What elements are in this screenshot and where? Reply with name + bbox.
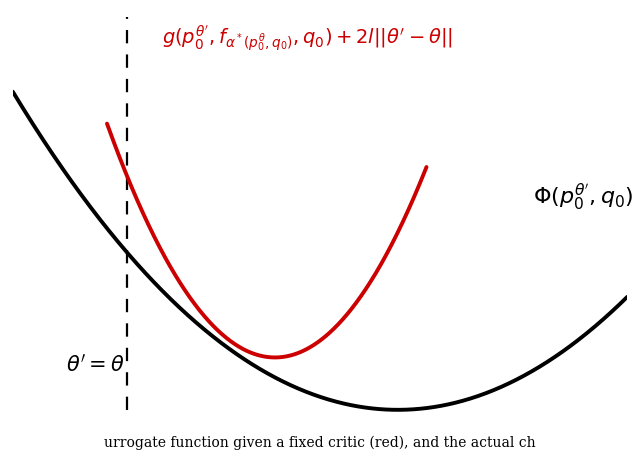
Text: $\Phi(p_0^{\theta^{\prime}}, q_0)$: $\Phi(p_0^{\theta^{\prime}}, q_0)$ — [533, 182, 634, 213]
Text: urrogate function given a fixed critic (red), and the actual ch: urrogate function given a fixed critic (… — [104, 436, 536, 450]
Text: $\theta^{\prime} = \theta$: $\theta^{\prime} = \theta$ — [66, 353, 125, 375]
Text: $g(p_0^{\theta^{\prime}}, f_{\alpha^*(p_0^{\theta},q_0)}, q_0) + 2l||\theta^{\pr: $g(p_0^{\theta^{\prime}}, f_{\alpha^*(p_… — [163, 23, 453, 54]
